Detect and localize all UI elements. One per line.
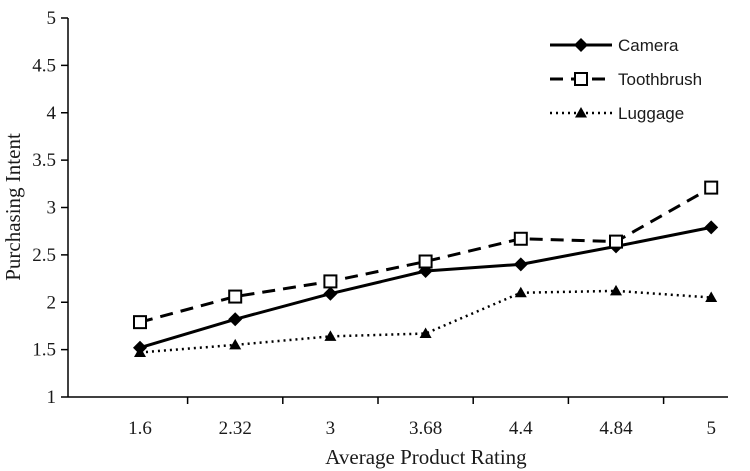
- x-axis-title: Average Product Rating: [325, 445, 527, 469]
- legend-item: Toothbrush: [550, 70, 702, 89]
- legend-marker: [575, 107, 587, 118]
- x-tick-label: 2.32: [219, 418, 252, 439]
- legend-label: Luggage: [618, 104, 684, 123]
- y-axis-ticks: 1 1.5 2 2.5 3 3.5 4 4.5 5: [32, 8, 68, 408]
- data-point: [514, 286, 527, 298]
- y-tick-label: 1: [47, 387, 57, 408]
- legend-label: Camera: [618, 36, 679, 55]
- data-point: [419, 327, 432, 339]
- data-point: [229, 338, 242, 350]
- data-point: [513, 257, 528, 272]
- y-tick-label: 1.5: [32, 340, 56, 361]
- series-luggage: [134, 284, 718, 357]
- y-tick-label: 4: [47, 103, 57, 124]
- data-point: [610, 284, 622, 296]
- data-point: [134, 346, 146, 357]
- legend-marker: [574, 38, 588, 52]
- legend-item: Camera: [550, 36, 679, 55]
- data-point: [324, 330, 337, 341]
- data-point: [228, 289, 243, 304]
- data-point: [323, 286, 338, 301]
- series-layer: [133, 180, 719, 357]
- data-point: [704, 180, 719, 195]
- data-point: [418, 254, 433, 269]
- x-axis-ticks: 1.6 2.32 3 3.68 4.4 4.84 5: [128, 397, 716, 439]
- data-point: [323, 274, 338, 289]
- y-tick-label: 2.5: [32, 245, 56, 266]
- y-axis-title: Purchasing Intent: [1, 133, 25, 281]
- x-tick-label: 1.6: [128, 418, 152, 439]
- legend-label: Toothbrush: [618, 70, 702, 89]
- series-toothbrush: [133, 180, 719, 330]
- legend-item: Luggage: [550, 104, 684, 123]
- data-point: [513, 231, 528, 246]
- x-tick-label: 4.4: [509, 418, 533, 439]
- plot-area: 1 1.5 2 2.5 3 3.5 4 4.5 5 1.6 2.32 3 3.68 4.4 4.84 5: [32, 8, 728, 439]
- legend: Camera Toothbrush Luggage: [550, 36, 702, 123]
- y-tick-label: 5: [47, 8, 57, 29]
- legend-marker: [574, 72, 588, 86]
- x-tick-label: 5: [706, 418, 716, 439]
- x-tick-label: 3.68: [409, 418, 442, 439]
- data-point: [704, 220, 719, 235]
- x-tick-label: 4.84: [599, 418, 633, 439]
- y-tick-label: 3.5: [32, 150, 56, 171]
- y-tick-label: 2: [47, 292, 57, 313]
- data-point: [133, 315, 147, 330]
- data-point: [228, 312, 243, 327]
- data-point: [705, 291, 718, 303]
- x-tick-label: 3: [326, 418, 336, 439]
- y-tick-label: 4.5: [32, 55, 56, 76]
- data-point: [609, 234, 623, 249]
- y-tick-label: 3: [47, 198, 57, 219]
